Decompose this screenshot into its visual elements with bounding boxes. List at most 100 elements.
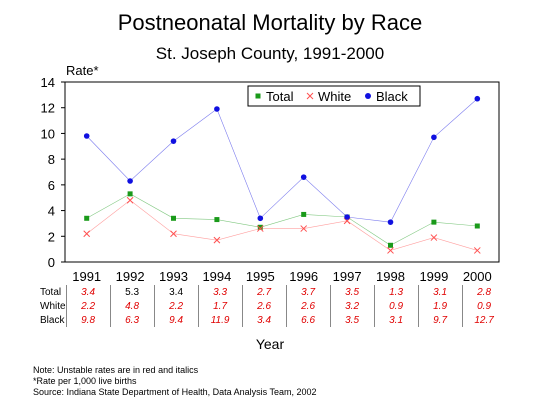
table-cell: 3.1: [417, 285, 463, 299]
point-total: [257, 224, 263, 230]
point-black: [387, 219, 394, 225]
table-row-white: White 2.2 4.8 2.2 1.7 2.6 2.6 3.2 0.9 1.9 0.9: [40, 299, 506, 313]
point-white: [170, 230, 177, 238]
table-cell: 2.2: [65, 299, 111, 313]
legend-marker-white: [306, 92, 314, 100]
table-row-total: Total 3.4 5.3 3.4 3.3 2.7 3.7 3.5 1.3 3.1 2.8: [40, 285, 506, 299]
legend-label-black: Black: [376, 89, 408, 104]
table-cell: 4.8: [109, 299, 155, 313]
table-cell: 1.9: [417, 299, 463, 313]
x-tick-label: 1998: [376, 269, 405, 284]
table-row-label: Total: [40, 286, 62, 298]
point-white: [387, 247, 394, 254]
legend-label-white: White: [318, 89, 351, 104]
point-white: [126, 196, 134, 204]
x-tick-label: 1999: [419, 269, 448, 284]
x-tick-label: 1992: [116, 269, 145, 284]
table-cell: 2.7: [241, 285, 287, 299]
x-tick-label: 1995: [246, 269, 275, 284]
y-tick-label: 2: [48, 229, 55, 244]
point-black: [127, 178, 133, 184]
table-cell: 11.9: [197, 313, 243, 327]
y-tick-label: 6: [48, 178, 55, 193]
point-total: [127, 191, 133, 197]
y-tick-label: 0: [48, 255, 55, 270]
table-cell: 3.4: [65, 285, 111, 299]
y-tick-label: 14: [41, 75, 55, 90]
table-cell: 1.7: [197, 299, 243, 313]
y-tick-label: 8: [48, 152, 55, 167]
plot-area-frame: [64, 81, 500, 263]
table-row-label: Black: [40, 314, 65, 326]
y-tick-label: 10: [41, 126, 55, 141]
table-cell: 12.7: [461, 313, 506, 327]
point-white: [473, 247, 481, 254]
point-total: [388, 242, 393, 248]
table-cell: 3.5: [329, 313, 375, 327]
table-cell: 9.4: [153, 313, 199, 327]
table-cell: 3.4: [241, 313, 287, 327]
table-cell: 2.2: [153, 299, 199, 313]
point-black: [344, 214, 350, 220]
table-cell: 0.9: [461, 299, 506, 313]
table-cell: 3.7: [285, 285, 331, 299]
table-cell: 2.8: [461, 285, 506, 299]
point-black: [474, 95, 481, 102]
legend-label-total: Total: [266, 89, 294, 104]
legend-marker-total: [255, 93, 261, 99]
chart-subtitle: St. Joseph County, 1991-2000: [155, 44, 385, 63]
y-tick-label: 12: [41, 101, 55, 116]
series-line-total: [86, 193, 478, 246]
table-cell: 2.6: [241, 299, 287, 313]
line-chart: 0 2 4 6 8 10 12 14 1991 1992 1993 1994 1995 1996 1997 1…: [41, 75, 500, 284]
table-cell: 3.5: [329, 285, 375, 299]
point-total: [474, 223, 480, 229]
data-table: Total 3.4 5.3 3.4 3.3 2.7 3.7 3.5 1.3 3.1 2.8 White…: [40, 285, 506, 327]
series-line-white: [86, 199, 478, 251]
table-cell: 0.9: [373, 299, 419, 313]
y-axis-label: Rate*: [66, 63, 99, 78]
table-row-black: Black 9.8 6.3 9.4 11.9 3.4 6.6 3.5 3.1 9.7 12.7: [40, 313, 506, 327]
legend-box: [247, 85, 421, 107]
point-white: [213, 236, 221, 244]
point-total: [214, 217, 220, 223]
table-cell: 3.4: [153, 285, 199, 299]
point-total: [301, 211, 307, 217]
point-black: [214, 106, 220, 112]
table-cell: 5.3: [109, 285, 155, 299]
point-white: [300, 225, 308, 232]
table-row-label: White: [40, 300, 66, 312]
table-cell: 1.3: [373, 285, 419, 299]
note-unstable: Note: Unstable rates are in red and ital…: [33, 365, 199, 375]
point-total: [84, 215, 90, 221]
legend-marker-black: [365, 93, 371, 99]
x-axis-label: Year: [255, 336, 285, 352]
x-tick-label: 1994: [202, 269, 231, 284]
table-cell: 6.6: [285, 313, 331, 327]
x-tick-label: 2000: [463, 269, 492, 284]
series-line-black: [86, 98, 478, 223]
point-black: [431, 134, 437, 141]
table-cell: 3.3: [197, 285, 243, 299]
footnotes: Note: Unstable rates are in red and ital…: [33, 365, 317, 398]
note-source: Source: Indiana State Department of Heal…: [33, 387, 317, 397]
point-black: [300, 174, 307, 180]
table-cell: 3.1: [373, 313, 419, 327]
x-tick-label: 1993: [159, 269, 188, 284]
point-white: [430, 234, 438, 241]
table-cell: 9.7: [417, 313, 463, 327]
x-tick-label: 1991: [72, 269, 101, 284]
point-white: [256, 225, 264, 232]
point-total: [431, 219, 437, 225]
chart-title: Postneonatal Mortality by Race: [117, 10, 423, 35]
y-tick-label: 4: [48, 204, 55, 219]
point-total: [171, 215, 176, 221]
point-black: [257, 215, 264, 222]
table-cell: 3.2: [329, 299, 375, 313]
table-cell: 2.6: [285, 299, 331, 313]
table-cell: 6.3: [109, 313, 155, 327]
note-rate: *Rate per 1,000 live births: [33, 376, 137, 386]
point-black: [170, 138, 177, 144]
table-cell: 9.8: [65, 313, 111, 327]
x-tick-label: 1996: [289, 269, 318, 284]
